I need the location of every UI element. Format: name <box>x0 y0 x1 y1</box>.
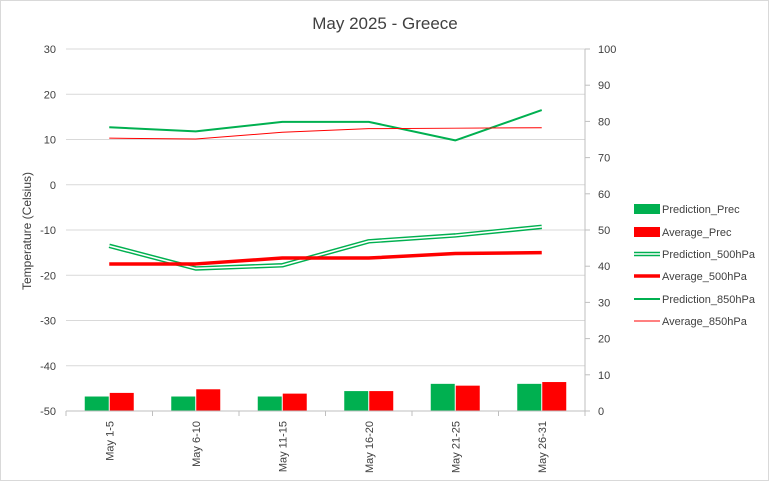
bar <box>542 382 567 411</box>
x-tick-label: May 6-10 <box>191 421 203 467</box>
y-right-tick-label: 30 <box>598 297 610 309</box>
y-right-tick-label: 20 <box>598 334 610 346</box>
axes: 3020100-10-20-30-40-50100908070605040302… <box>40 44 616 473</box>
bar <box>369 391 394 411</box>
y-right-tick-label: 100 <box>598 44 616 56</box>
legend-label: Prediction_Prec <box>662 204 740 216</box>
x-tick-label: May 16-20 <box>364 421 376 473</box>
series-line <box>109 127 542 140</box>
y-left-tick-label: -10 <box>40 225 56 237</box>
bar <box>109 392 134 411</box>
y-left-tick-label: 20 <box>44 89 56 101</box>
y-left-tick-label: 10 <box>44 135 56 147</box>
bar <box>517 383 542 411</box>
legend-label: Prediction_500hPa <box>662 249 756 261</box>
bar <box>344 391 369 411</box>
y-right-tick-label: 60 <box>598 189 610 201</box>
x-tick-label: May 21-25 <box>450 421 462 473</box>
y-right-tick-label: 0 <box>598 406 604 418</box>
bar-series-group <box>84 382 567 411</box>
y-left-tick-label: -50 <box>40 406 56 418</box>
bar <box>282 393 307 411</box>
bar <box>257 396 282 411</box>
x-tick-label: May 1-5 <box>104 421 116 461</box>
legend-label: Average_500hPa <box>662 271 748 283</box>
bar <box>455 385 480 411</box>
line-series-group <box>108 109 543 271</box>
legend-swatch <box>634 227 660 237</box>
legend-label: Average_850hPa <box>662 316 748 328</box>
bar <box>171 396 196 411</box>
x-tick-label: May 11-15 <box>277 421 289 472</box>
series-line <box>109 109 543 142</box>
chart-title: May 2025 - Greece <box>312 14 458 33</box>
y-left-tick-label: 30 <box>44 44 56 56</box>
y-left-tick-label: -30 <box>40 316 56 328</box>
series-line <box>109 250 542 266</box>
legend-swatch <box>634 204 660 214</box>
y-right-tick-label: 50 <box>598 225 610 237</box>
y-right-tick-label: 10 <box>598 370 610 382</box>
bar <box>430 383 455 411</box>
y-left-tick-label: -20 <box>40 270 56 282</box>
legend-label: Average_Prec <box>662 227 732 239</box>
y-right-tick-label: 80 <box>598 116 610 128</box>
x-tick-label: May 26-31 <box>537 421 549 473</box>
y-right-tick-label: 40 <box>598 261 610 273</box>
legend-label: Prediction_850hPa <box>662 294 756 306</box>
bar <box>84 396 109 411</box>
y-axis-label: Temperature (Celsius) <box>20 172 34 290</box>
y-right-tick-label: 90 <box>598 80 610 92</box>
y-left-tick-label: -40 <box>40 361 56 373</box>
y-right-tick-label: 70 <box>598 153 610 165</box>
bar <box>196 389 221 411</box>
legend: Prediction_Prec Average_Prec Prediction_50… <box>634 204 756 328</box>
y-left-tick-label: 0 <box>50 180 56 192</box>
